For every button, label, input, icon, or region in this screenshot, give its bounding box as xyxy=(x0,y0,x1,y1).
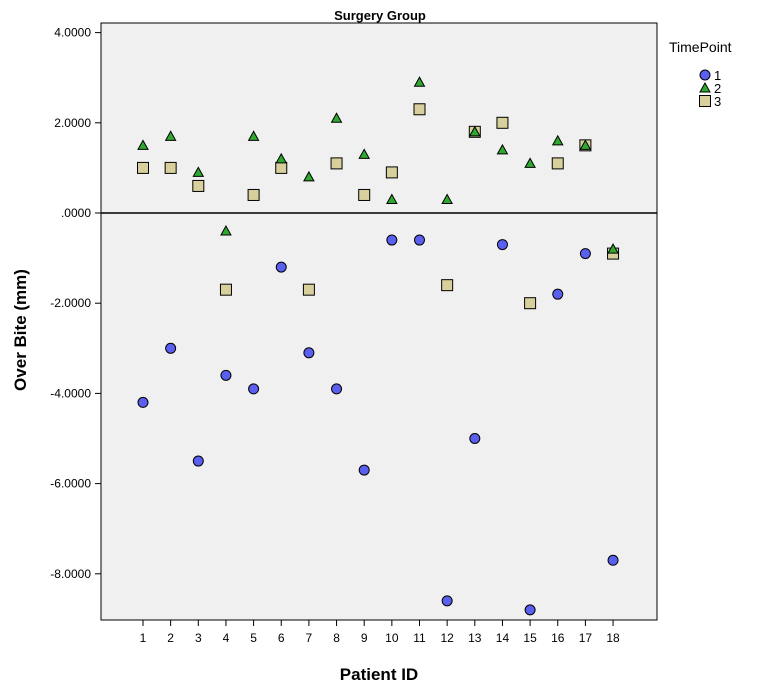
x-tick-label: 10 xyxy=(385,631,399,645)
legend-title: TimePoint xyxy=(669,39,732,55)
data-point-triangle xyxy=(413,76,426,87)
data-point-circle xyxy=(275,261,287,273)
data-point-triangle xyxy=(386,193,398,204)
data-point-circle xyxy=(331,383,343,395)
data-point-circle xyxy=(386,234,398,246)
data-point-triangle xyxy=(468,125,481,137)
legend-marker-square xyxy=(699,95,711,107)
data-point-circle xyxy=(220,369,232,381)
data-point-triangle xyxy=(358,148,371,159)
data-point-circle xyxy=(414,234,425,246)
legend-items: 123 xyxy=(699,68,721,109)
y-axis: 4.0000 2.0000 .0000 -2.0000 -4.0000 -6.0000 -8… xyxy=(50,26,101,581)
x-tick-label: 18 xyxy=(606,631,620,645)
data-point-triangle xyxy=(441,193,453,204)
data-point-square xyxy=(551,157,564,170)
x-tick-label: 14 xyxy=(496,631,510,645)
legend-label: 1 xyxy=(714,68,721,83)
data-point-square xyxy=(275,161,288,174)
data-point-triangle xyxy=(524,157,536,168)
data-point-square xyxy=(413,103,426,116)
data-point-square xyxy=(219,283,232,296)
data-point-circle xyxy=(607,554,619,566)
legend-label: 3 xyxy=(714,94,721,109)
data-point-square xyxy=(330,157,343,170)
data-point-triangle xyxy=(551,134,564,146)
data-point-circle xyxy=(579,248,591,260)
data-point-circle xyxy=(469,433,481,444)
data-point-square xyxy=(192,179,205,192)
legend: TimePoint 123 xyxy=(669,39,732,109)
data-point-triangle xyxy=(275,152,288,164)
data-point-circle xyxy=(137,396,149,408)
x-tick-label: 9 xyxy=(361,631,368,645)
data-point-circle xyxy=(524,604,536,616)
legend-label: 2 xyxy=(714,81,721,96)
x-tick-label: 1 xyxy=(140,631,147,645)
data-point-circle xyxy=(248,383,260,395)
y-tick-label: .0000 xyxy=(61,206,91,220)
legend-marker-circle xyxy=(699,69,711,81)
data-point-triangle xyxy=(330,112,343,123)
data-point-triangle xyxy=(220,225,232,236)
x-axis-title: Patient ID xyxy=(340,665,418,684)
y-tick-label: -6.0000 xyxy=(50,477,91,491)
data-point-triangle xyxy=(607,243,619,254)
x-tick-label: 11 xyxy=(413,631,426,645)
data-point-circle xyxy=(358,464,370,476)
data-point-circle xyxy=(441,595,453,607)
data-point-circle xyxy=(303,347,315,359)
x-tick-label: 5 xyxy=(250,631,257,645)
x-tick-label: 15 xyxy=(523,631,537,645)
data-point-square xyxy=(358,188,371,201)
plot-area xyxy=(100,22,658,621)
data-point-triangle xyxy=(303,170,315,182)
data-point-circle xyxy=(192,455,204,467)
y-tick-label: -8.0000 xyxy=(50,567,91,581)
data-point-square xyxy=(441,279,454,292)
data-point-square xyxy=(137,161,149,174)
x-axis: 1 2 3 4 5 6 7 8 9 10 11 12 13 14 15 16 17 18 xyxy=(140,620,620,645)
data-point-square xyxy=(247,188,260,201)
x-tick-label: 4 xyxy=(223,631,230,645)
x-tick-label: 3 xyxy=(195,631,202,645)
data-point-square xyxy=(302,283,315,296)
y-tick-label: -2.0000 xyxy=(50,296,91,310)
data-point-circle xyxy=(165,342,177,354)
data-point-triangle xyxy=(247,130,260,141)
x-tick-label: 12 xyxy=(440,631,454,645)
x-tick-label: 8 xyxy=(333,631,340,645)
y-tick-label: -4.0000 xyxy=(50,386,91,400)
y-tick-label: 4.0000 xyxy=(54,26,91,40)
data-point-square xyxy=(385,166,398,179)
legend-marker-triangle xyxy=(699,81,711,93)
data-point-triangle xyxy=(496,143,509,155)
x-tick-label: 17 xyxy=(579,631,593,645)
y-tick-label: 2.0000 xyxy=(54,116,91,130)
data-point-circle xyxy=(552,288,564,300)
y-axis-title: Over Bite (mm) xyxy=(11,269,30,391)
data-point-square xyxy=(496,116,509,129)
x-tick-label: 6 xyxy=(278,631,285,645)
data-points xyxy=(137,76,620,616)
x-tick-label: 7 xyxy=(306,631,313,645)
data-point-square xyxy=(164,161,177,174)
data-point-triangle xyxy=(192,166,205,177)
data-point-triangle xyxy=(579,139,592,150)
chart-title: Surgery Group xyxy=(334,8,426,23)
data-point-triangle xyxy=(137,139,149,150)
data-point-circle xyxy=(496,239,508,251)
x-tick-label: 16 xyxy=(551,631,565,645)
data-point-square xyxy=(524,297,537,310)
data-point-triangle xyxy=(164,130,177,141)
x-tick-label: 13 xyxy=(468,631,482,645)
x-tick-label: 2 xyxy=(167,631,174,645)
